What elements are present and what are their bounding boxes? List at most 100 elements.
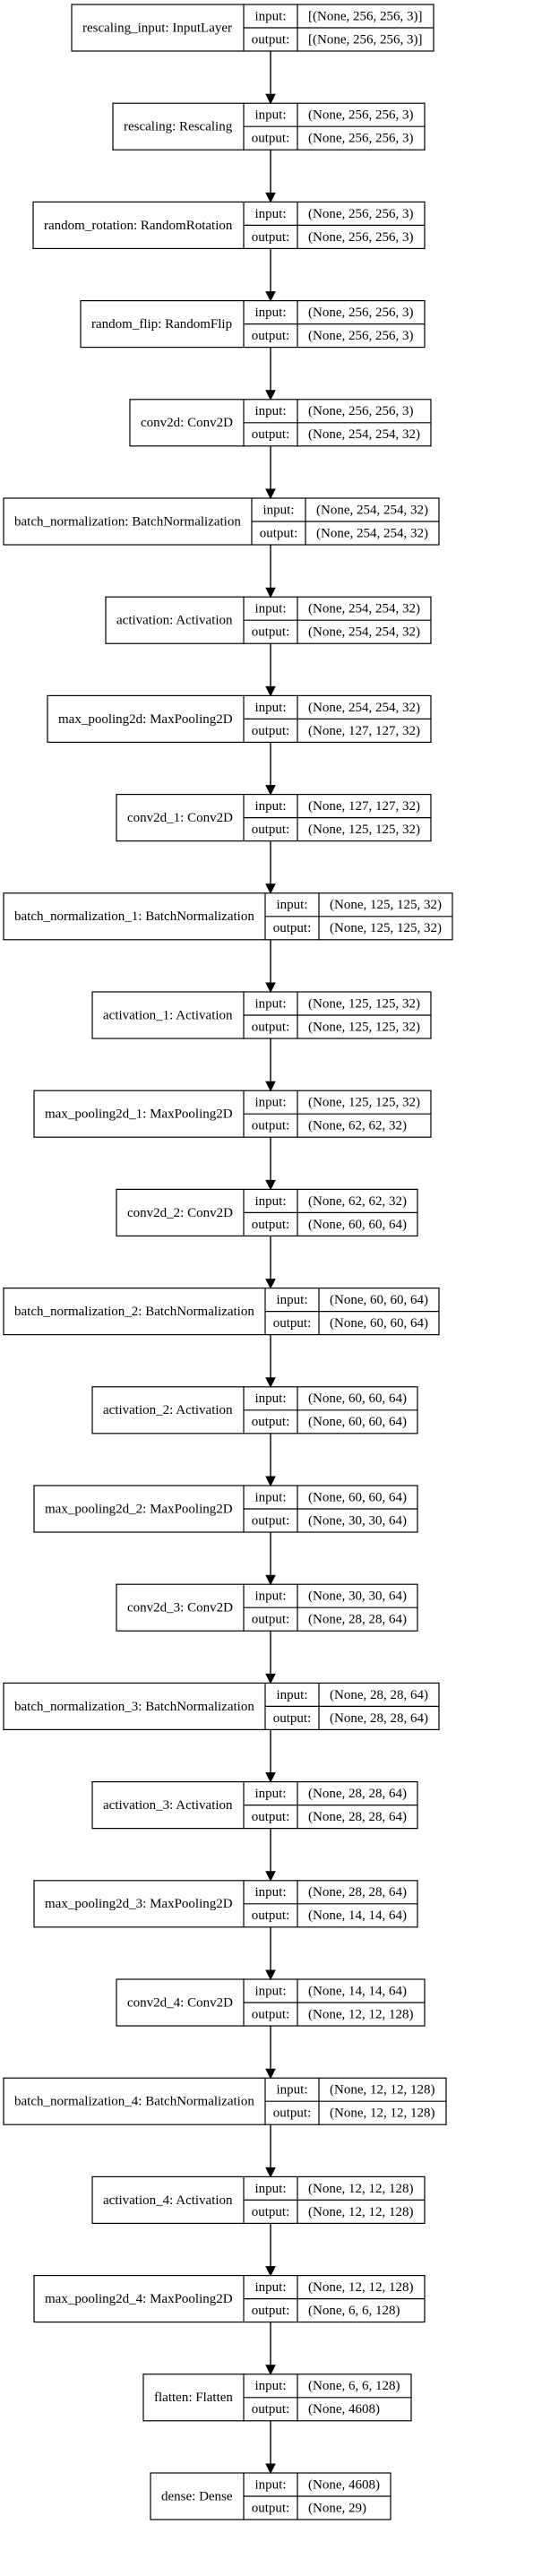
edge-arrow	[265, 347, 276, 401]
arrow-head	[265, 192, 276, 203]
input-shape: (None, 28, 28, 64)	[330, 1688, 428, 1702]
layer-node: max_pooling2d_3: MaxPooling2D input: outpu…	[33, 1880, 418, 1928]
input-shape: (None, 254, 254, 32)	[308, 701, 420, 715]
output-port-label: output:	[252, 1119, 290, 1133]
output-shape: (None, 125, 125, 32)	[330, 921, 442, 935]
layer-label: random_flip: RandomFlip	[91, 317, 232, 332]
input-port-label: input:	[276, 1293, 307, 1307]
output-shape: (None, 256, 256, 3)	[308, 132, 413, 146]
input-port-label: input:	[254, 1984, 286, 1998]
input-shape: (None, 256, 256, 3)	[308, 306, 413, 320]
output-shape: (None, 6, 6, 128)	[308, 2304, 400, 2318]
arrow-head	[265, 2068, 276, 2080]
layer-label: dense: Dense	[161, 2489, 233, 2503]
edge-arrow	[265, 1828, 276, 1882]
output-port-label: output:	[252, 1218, 290, 1232]
arrow-head	[265, 1772, 276, 1783]
arrow-head	[265, 2463, 276, 2475]
edge-arrow	[265, 545, 276, 599]
input-port-label: input:	[254, 1391, 286, 1406]
layer-node: max_pooling2d_1: MaxPooling2D input: outpu…	[33, 1090, 432, 1138]
arrow-head	[265, 785, 276, 796]
input-shape: (None, 254, 254, 32)	[308, 602, 420, 616]
output-port-label: output:	[252, 1810, 290, 1824]
output-shape: (None, 125, 125, 32)	[308, 1020, 420, 1034]
edge-arrow	[265, 1038, 276, 1092]
input-port-label: input:	[254, 2280, 286, 2295]
layer-label: activation_3: Activation	[103, 1798, 233, 1813]
layer-node: batch_normalization_3: BatchNormalizatio…	[3, 1682, 440, 1731]
layer-label: conv2d_1: Conv2D	[127, 811, 233, 825]
layer-node: conv2d_1: Conv2D input: output: (None, 127,…	[116, 793, 432, 842]
layer-label: activation_4: Activation	[103, 2193, 233, 2208]
output-port-label: output:	[252, 823, 290, 837]
input-port-label: input:	[254, 207, 286, 221]
arrow-head	[265, 2167, 276, 2178]
arrow-head	[265, 291, 276, 302]
edge-arrow	[265, 939, 276, 994]
output-port-label: output:	[252, 230, 290, 245]
output-port-label: output:	[273, 921, 312, 935]
layer-node: flatten: Flatten input: output: (None, 6, 6…	[142, 2374, 412, 2422]
output-shape: (None, 62, 62, 32)	[308, 1119, 407, 1133]
layer-label: batch_normalization_1: BatchNormalizatio…	[14, 909, 254, 924]
edge-arrow	[265, 1137, 276, 1191]
layer-node: random_rotation: RandomRotation input: out…	[32, 201, 426, 249]
input-shape: (None, 60, 60, 64)	[330, 1293, 428, 1307]
layer-node: rescaling: Rescaling input: output: (None, …	[112, 102, 426, 151]
output-shape: (None, 28, 28, 64)	[308, 1810, 407, 1824]
output-port-label: output:	[273, 2106, 312, 2121]
arrow-head	[265, 1574, 276, 1586]
input-port-label: input:	[254, 1096, 286, 1110]
input-port-label: input:	[254, 2379, 286, 2393]
output-port-label: output:	[252, 2402, 290, 2417]
arrow-head	[265, 883, 276, 894]
input-shape: (None, 12, 12, 128)	[308, 2280, 413, 2295]
arrow-head	[265, 685, 276, 697]
input-port-label: input:	[254, 701, 286, 715]
layer-label: max_pooling2d_2: MaxPooling2D	[45, 1502, 233, 1516]
arrow-head	[265, 1871, 276, 1882]
arrow-head	[265, 488, 276, 500]
input-port-label: input:	[254, 1490, 286, 1504]
arrow-head	[265, 2365, 276, 2375]
edge-arrow	[265, 2420, 276, 2475]
input-shape: (None, 6, 6, 128)	[308, 2379, 400, 2393]
input-shape: [(None, 256, 256, 3)]	[308, 9, 422, 23]
input-shape: (None, 4608)	[308, 2477, 380, 2492]
layer-node: conv2d_3: Conv2D input: output: (None, 30, …	[116, 1583, 418, 1632]
layer-node: batch_normalization_2: BatchNormalizatio…	[3, 1287, 440, 1336]
output-port-label: output:	[252, 32, 290, 47]
input-shape: (None, 30, 30, 64)	[308, 1590, 407, 1604]
arrow-head	[265, 1179, 276, 1191]
arrow-head	[265, 587, 276, 599]
input-port-label: input:	[254, 1787, 286, 1801]
layer-node: batch_normalization_4: BatchNormalizatio…	[3, 2077, 447, 2125]
output-port-label: output:	[252, 1908, 290, 1923]
input-shape: (None, 12, 12, 128)	[308, 2182, 413, 2196]
layer-label: random_rotation: RandomRotation	[44, 219, 233, 233]
input-port-label: input:	[254, 1590, 286, 1604]
layer-node: activation_1: Activation input: output: (No…	[91, 991, 432, 1039]
edge-arrow	[265, 2322, 276, 2375]
arrow-head	[265, 1969, 276, 1981]
output-shape: (None, 125, 125, 32)	[308, 823, 420, 837]
layer-node: max_pooling2d: MaxPooling2D input: output:…	[47, 694, 432, 744]
input-port-label: input:	[276, 2083, 307, 2098]
layer-node: max_pooling2d_2: MaxPooling2D input: outpu…	[33, 1485, 418, 1533]
layer-node: activation_4: Activation input: output: (No…	[91, 2175, 426, 2224]
output-shape: (None, 28, 28, 64)	[308, 1613, 407, 1627]
layer-label: activation_1: Activation	[103, 1008, 233, 1022]
layer-label: rescaling: Rescaling	[124, 120, 233, 134]
output-shape: (None, 60, 60, 64)	[308, 1218, 407, 1232]
edge-arrow	[265, 2124, 276, 2178]
layer-label: activation: Activation	[116, 614, 233, 628]
input-port-label: input:	[254, 2182, 286, 2196]
input-shape: (None, 125, 125, 32)	[330, 898, 442, 912]
arrow-head	[265, 93, 276, 105]
input-shape: (None, 60, 60, 64)	[308, 1490, 407, 1504]
output-shape: (None, 29)	[308, 2501, 366, 2515]
output-port-label: output:	[260, 526, 298, 540]
output-port-label: output:	[252, 427, 290, 442]
output-port-label: output:	[252, 625, 290, 640]
